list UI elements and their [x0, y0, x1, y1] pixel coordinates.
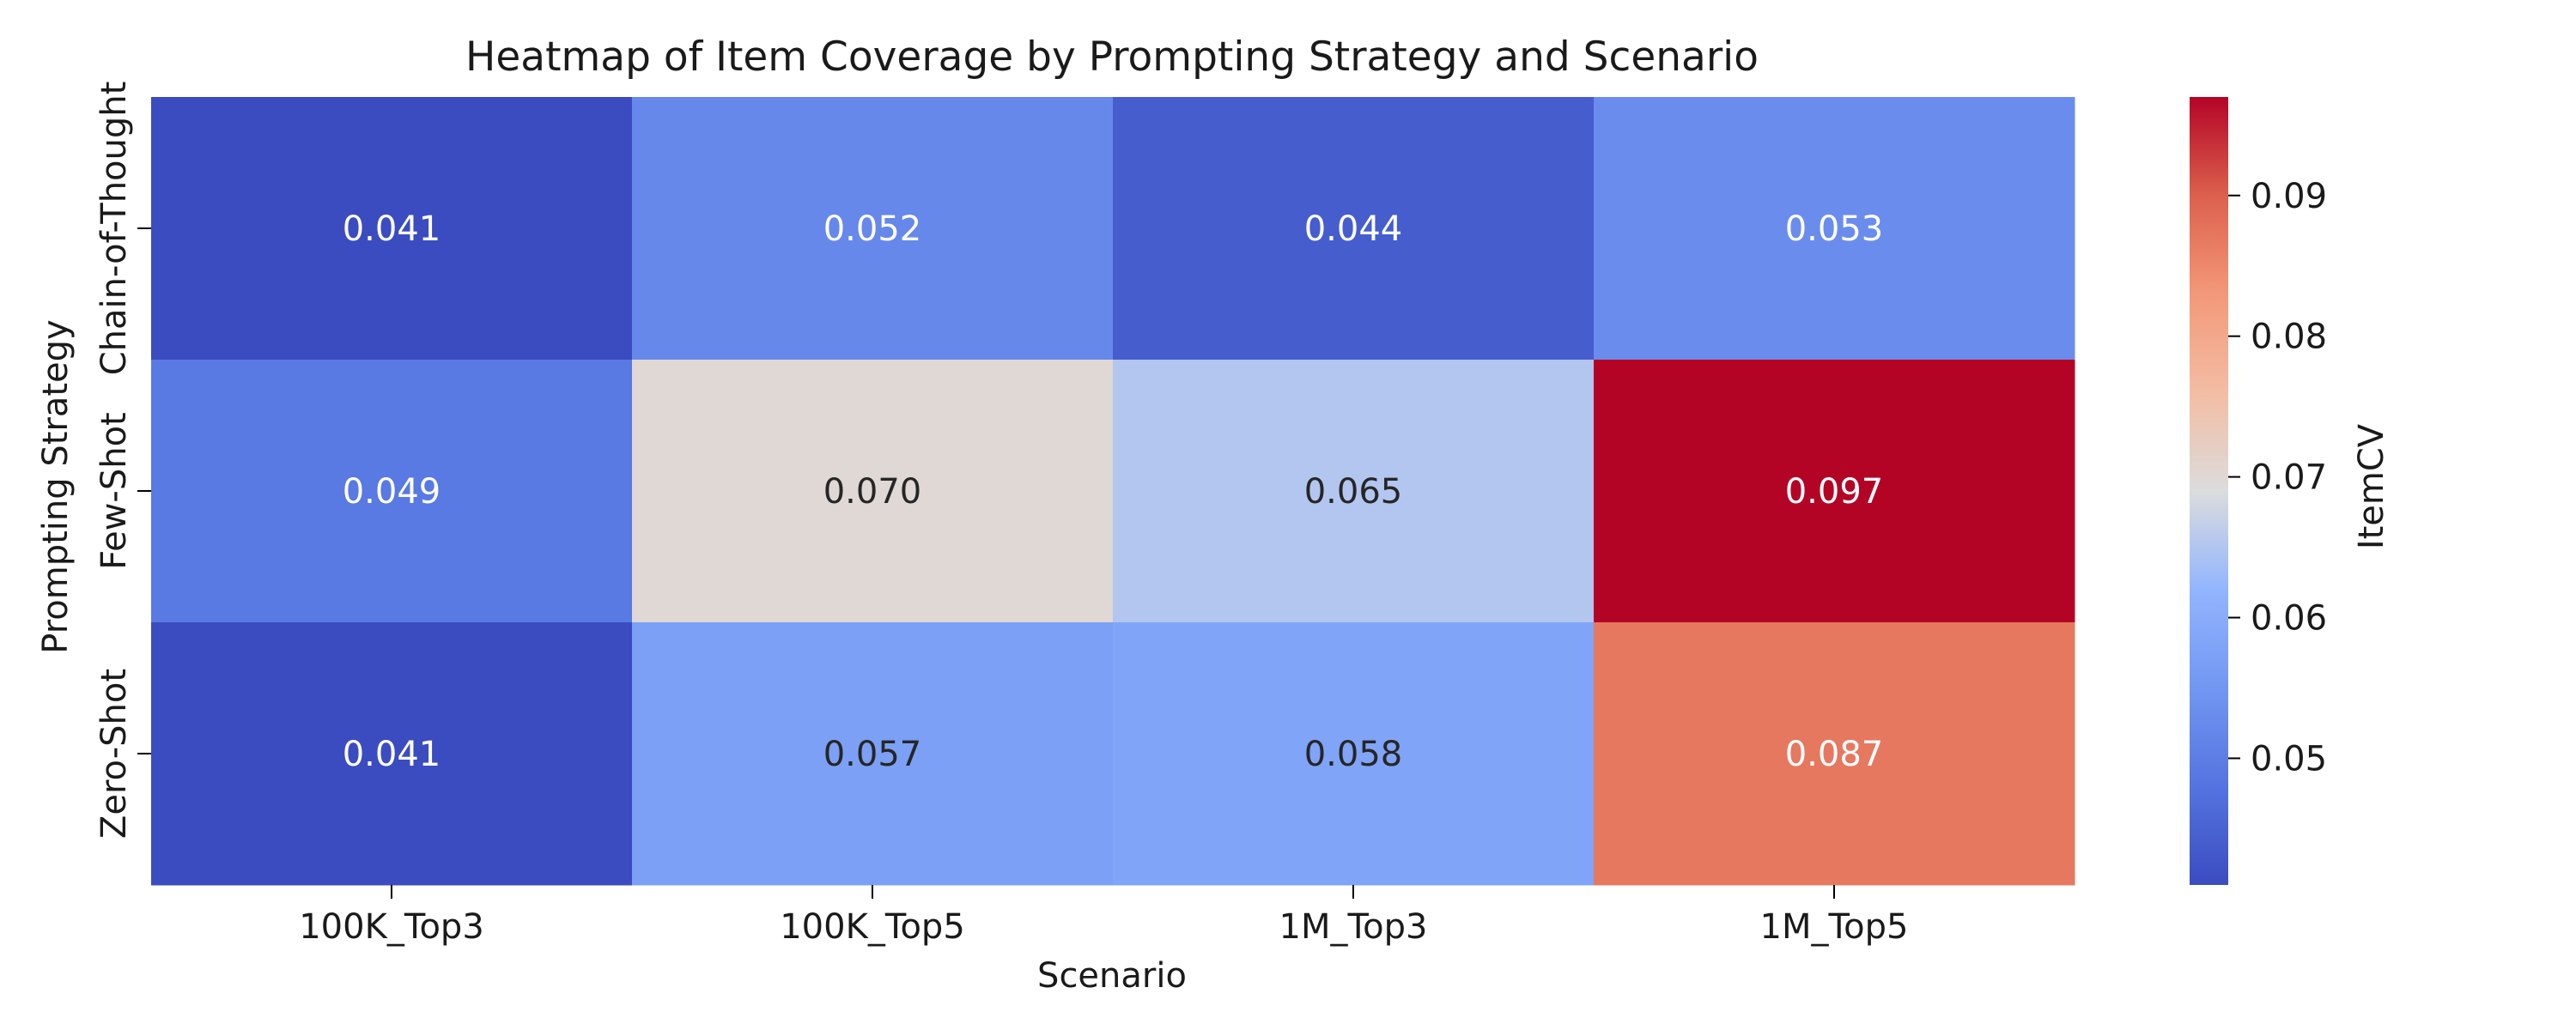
heatmap-cell — [151, 622, 633, 886]
y-axis-ticks: Chain-of-Thought Few-Shot Zero-Shot — [94, 82, 151, 839]
x-tick-label: 1M_Top3 — [1279, 907, 1428, 947]
y-tick-label: Chain-of-Thought — [94, 82, 134, 376]
y-tick-label: Zero-Shot — [94, 669, 134, 839]
cell-value-label: 0.049 — [343, 472, 441, 512]
heatmap-cells: 0.041 0.052 0.044 0.053 0.049 0.070 0.065 0.097… — [151, 97, 2075, 886]
colorbar: 0.05 0.06 0.07 0.08 0.09 — [2190, 97, 2327, 885]
cell-value-label: 0.041 — [343, 209, 441, 249]
cell-value-label: 0.044 — [1304, 209, 1403, 249]
colorbar-tick-label: 0.09 — [2251, 177, 2327, 216]
heatmap-cell — [632, 622, 1114, 886]
y-tick-label: Few-Shot — [94, 412, 134, 569]
heatmap-cell — [151, 360, 633, 623]
cell-value-label: 0.058 — [1304, 735, 1403, 774]
cell-value-label: 0.070 — [823, 472, 922, 512]
heatmap-cell — [1594, 97, 2075, 360]
cell-value-label: 0.065 — [1304, 472, 1403, 512]
cell-value-label: 0.041 — [343, 735, 441, 774]
heatmap-cell — [1113, 360, 1595, 623]
x-axis-label: Scenario — [1037, 956, 1187, 996]
chart-title: Heatmap of Item Coverage by Prompting St… — [465, 33, 1759, 81]
heatmap-cell — [1113, 622, 1595, 886]
cell-value-label: 0.053 — [1785, 209, 1884, 249]
heatmap-cell — [632, 360, 1114, 623]
heatmap-cell — [1594, 360, 2075, 623]
x-tick-label: 1M_Top5 — [1760, 907, 1909, 947]
x-tick-label: 100K_Top3 — [299, 907, 484, 947]
colorbar-tick-label: 0.07 — [2251, 458, 2327, 498]
colorbar-tick-label: 0.08 — [2251, 318, 2327, 357]
heatmap-cell — [632, 97, 1114, 360]
colorbar-label: ItemCV — [2352, 423, 2391, 549]
x-axis-ticks: 100K_Top3 100K_Top5 1M_Top3 1M_Top5 — [299, 885, 1908, 947]
y-axis-label: Prompting Strategy — [36, 319, 76, 653]
colorbar-tick-label: 0.05 — [2251, 739, 2327, 779]
colorbar-gradient — [2190, 97, 2228, 885]
heatmap-cell — [1594, 622, 2075, 886]
heatmap-cell — [151, 97, 633, 360]
colorbar-tick-label: 0.06 — [2251, 599, 2327, 639]
heatmap-cell — [1113, 97, 1595, 360]
x-tick-label: 100K_Top5 — [780, 907, 965, 947]
cell-value-label: 0.052 — [823, 209, 922, 249]
cell-value-label: 0.057 — [823, 735, 922, 774]
cell-value-label: 0.087 — [1785, 735, 1884, 774]
cell-value-label: 0.097 — [1785, 472, 1884, 512]
